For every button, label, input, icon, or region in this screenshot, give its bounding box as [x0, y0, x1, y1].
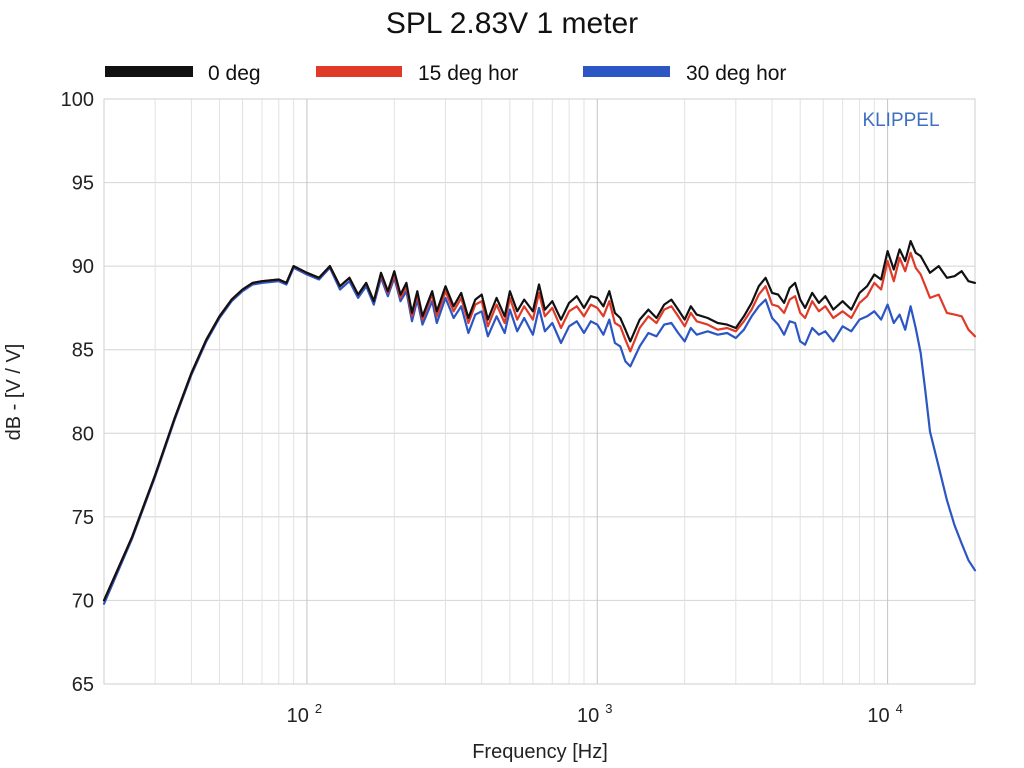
- x-tick-exponent: 2: [315, 701, 322, 716]
- y-tick-labels: 65 70 75 80 85 90 95 100: [61, 89, 94, 696]
- x-tick-labels: 10 2 10 3 10 4: [287, 701, 903, 727]
- chart-title: SPL 2.83V 1 meter: [386, 7, 638, 40]
- x-tick-label: 10: [867, 705, 889, 727]
- x-tick-exponent: 4: [896, 701, 903, 716]
- klippel-annotation: KLIPPEL: [862, 110, 939, 131]
- y-tick-label: 70: [72, 590, 94, 612]
- legend-label-0-deg: 0 deg: [208, 62, 261, 85]
- x-tick-exponent: 3: [605, 701, 612, 716]
- legend: 0 deg 15 deg hor 30 deg hor: [105, 62, 786, 85]
- x-axis-label: Frequency [Hz]: [472, 741, 608, 763]
- x-tick-label: 10: [287, 705, 309, 727]
- y-tick-label: 65: [72, 674, 94, 696]
- series-line-15-deg-hor: [102, 251, 977, 602]
- y-axis-label: dB - [V / V]: [3, 344, 25, 441]
- legend-swatch-30-deg: [583, 66, 670, 77]
- series-line-30-deg-hor: [102, 266, 977, 605]
- plot-frame: [103, 98, 976, 685]
- y-tick-label: 80: [72, 423, 94, 445]
- x-tick-label: 10: [577, 705, 599, 727]
- legend-label-15-deg: 15 deg hor: [418, 62, 518, 85]
- y-tick-label: 95: [72, 173, 94, 195]
- y-tick-label: 90: [72, 256, 94, 278]
- y-tick-label: 75: [72, 507, 94, 529]
- y-tick-label: 100: [61, 89, 94, 111]
- legend-label-30-deg: 30 deg hor: [686, 62, 786, 85]
- grid: [103, 98, 976, 685]
- legend-swatch-0-deg: [105, 66, 193, 77]
- legend-swatch-15-deg: [316, 66, 402, 77]
- series-line-0-deg: [102, 240, 977, 602]
- y-tick-label: 85: [72, 340, 94, 362]
- series-lines: [102, 240, 977, 605]
